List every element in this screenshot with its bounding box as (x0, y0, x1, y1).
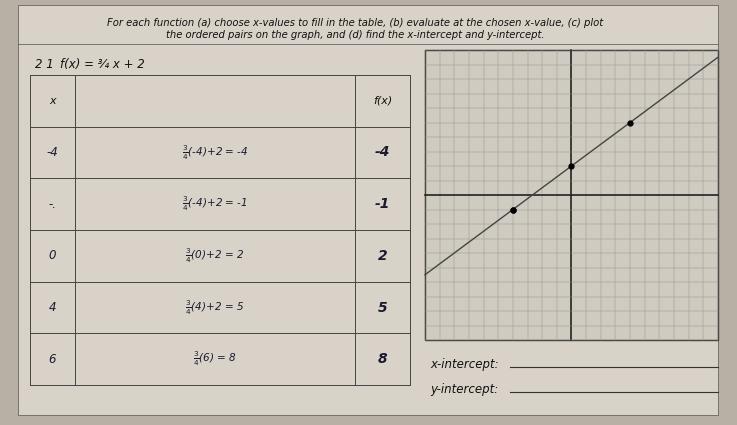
Text: 2 1: 2 1 (35, 58, 54, 71)
Text: 4: 4 (49, 301, 56, 314)
Text: -4: -4 (375, 145, 390, 159)
Text: x: x (49, 96, 56, 106)
Text: $\frac{3}{4}$(-4)+2 = -1: $\frac{3}{4}$(-4)+2 = -1 (182, 195, 248, 213)
Text: f(x) = ¾ x + 2: f(x) = ¾ x + 2 (60, 58, 144, 71)
Text: $\frac{3}{4}$(4)+2 = 5: $\frac{3}{4}$(4)+2 = 5 (186, 298, 245, 317)
Text: 2: 2 (377, 249, 388, 263)
Text: 5: 5 (377, 300, 388, 314)
Text: $\frac{3}{4}$(0)+2 = 2: $\frac{3}{4}$(0)+2 = 2 (186, 246, 245, 265)
Text: y-intercept:: y-intercept: (430, 383, 498, 396)
Text: 8: 8 (377, 352, 388, 366)
Text: 6: 6 (49, 353, 56, 366)
Text: -1: -1 (375, 197, 390, 211)
Text: -4: -4 (46, 146, 58, 159)
Text: $\frac{3}{4}$(-4)+2 = -4: $\frac{3}{4}$(-4)+2 = -4 (182, 143, 248, 162)
FancyBboxPatch shape (18, 5, 718, 415)
Text: x-intercept:: x-intercept: (430, 358, 499, 371)
Text: For each function (a) choose x-values to fill in the table, (b) evaluate at the : For each function (a) choose x-values to… (107, 18, 603, 28)
Text: the ordered pairs on the graph, and (d) find the x-intercept and y-intercept.: the ordered pairs on the graph, and (d) … (166, 30, 544, 40)
Text: -.: -. (49, 198, 57, 211)
FancyBboxPatch shape (425, 50, 718, 340)
Text: $\frac{3}{4}$(6) = 8: $\frac{3}{4}$(6) = 8 (193, 350, 237, 368)
Text: 0: 0 (49, 249, 56, 262)
Text: f(x): f(x) (373, 96, 392, 106)
